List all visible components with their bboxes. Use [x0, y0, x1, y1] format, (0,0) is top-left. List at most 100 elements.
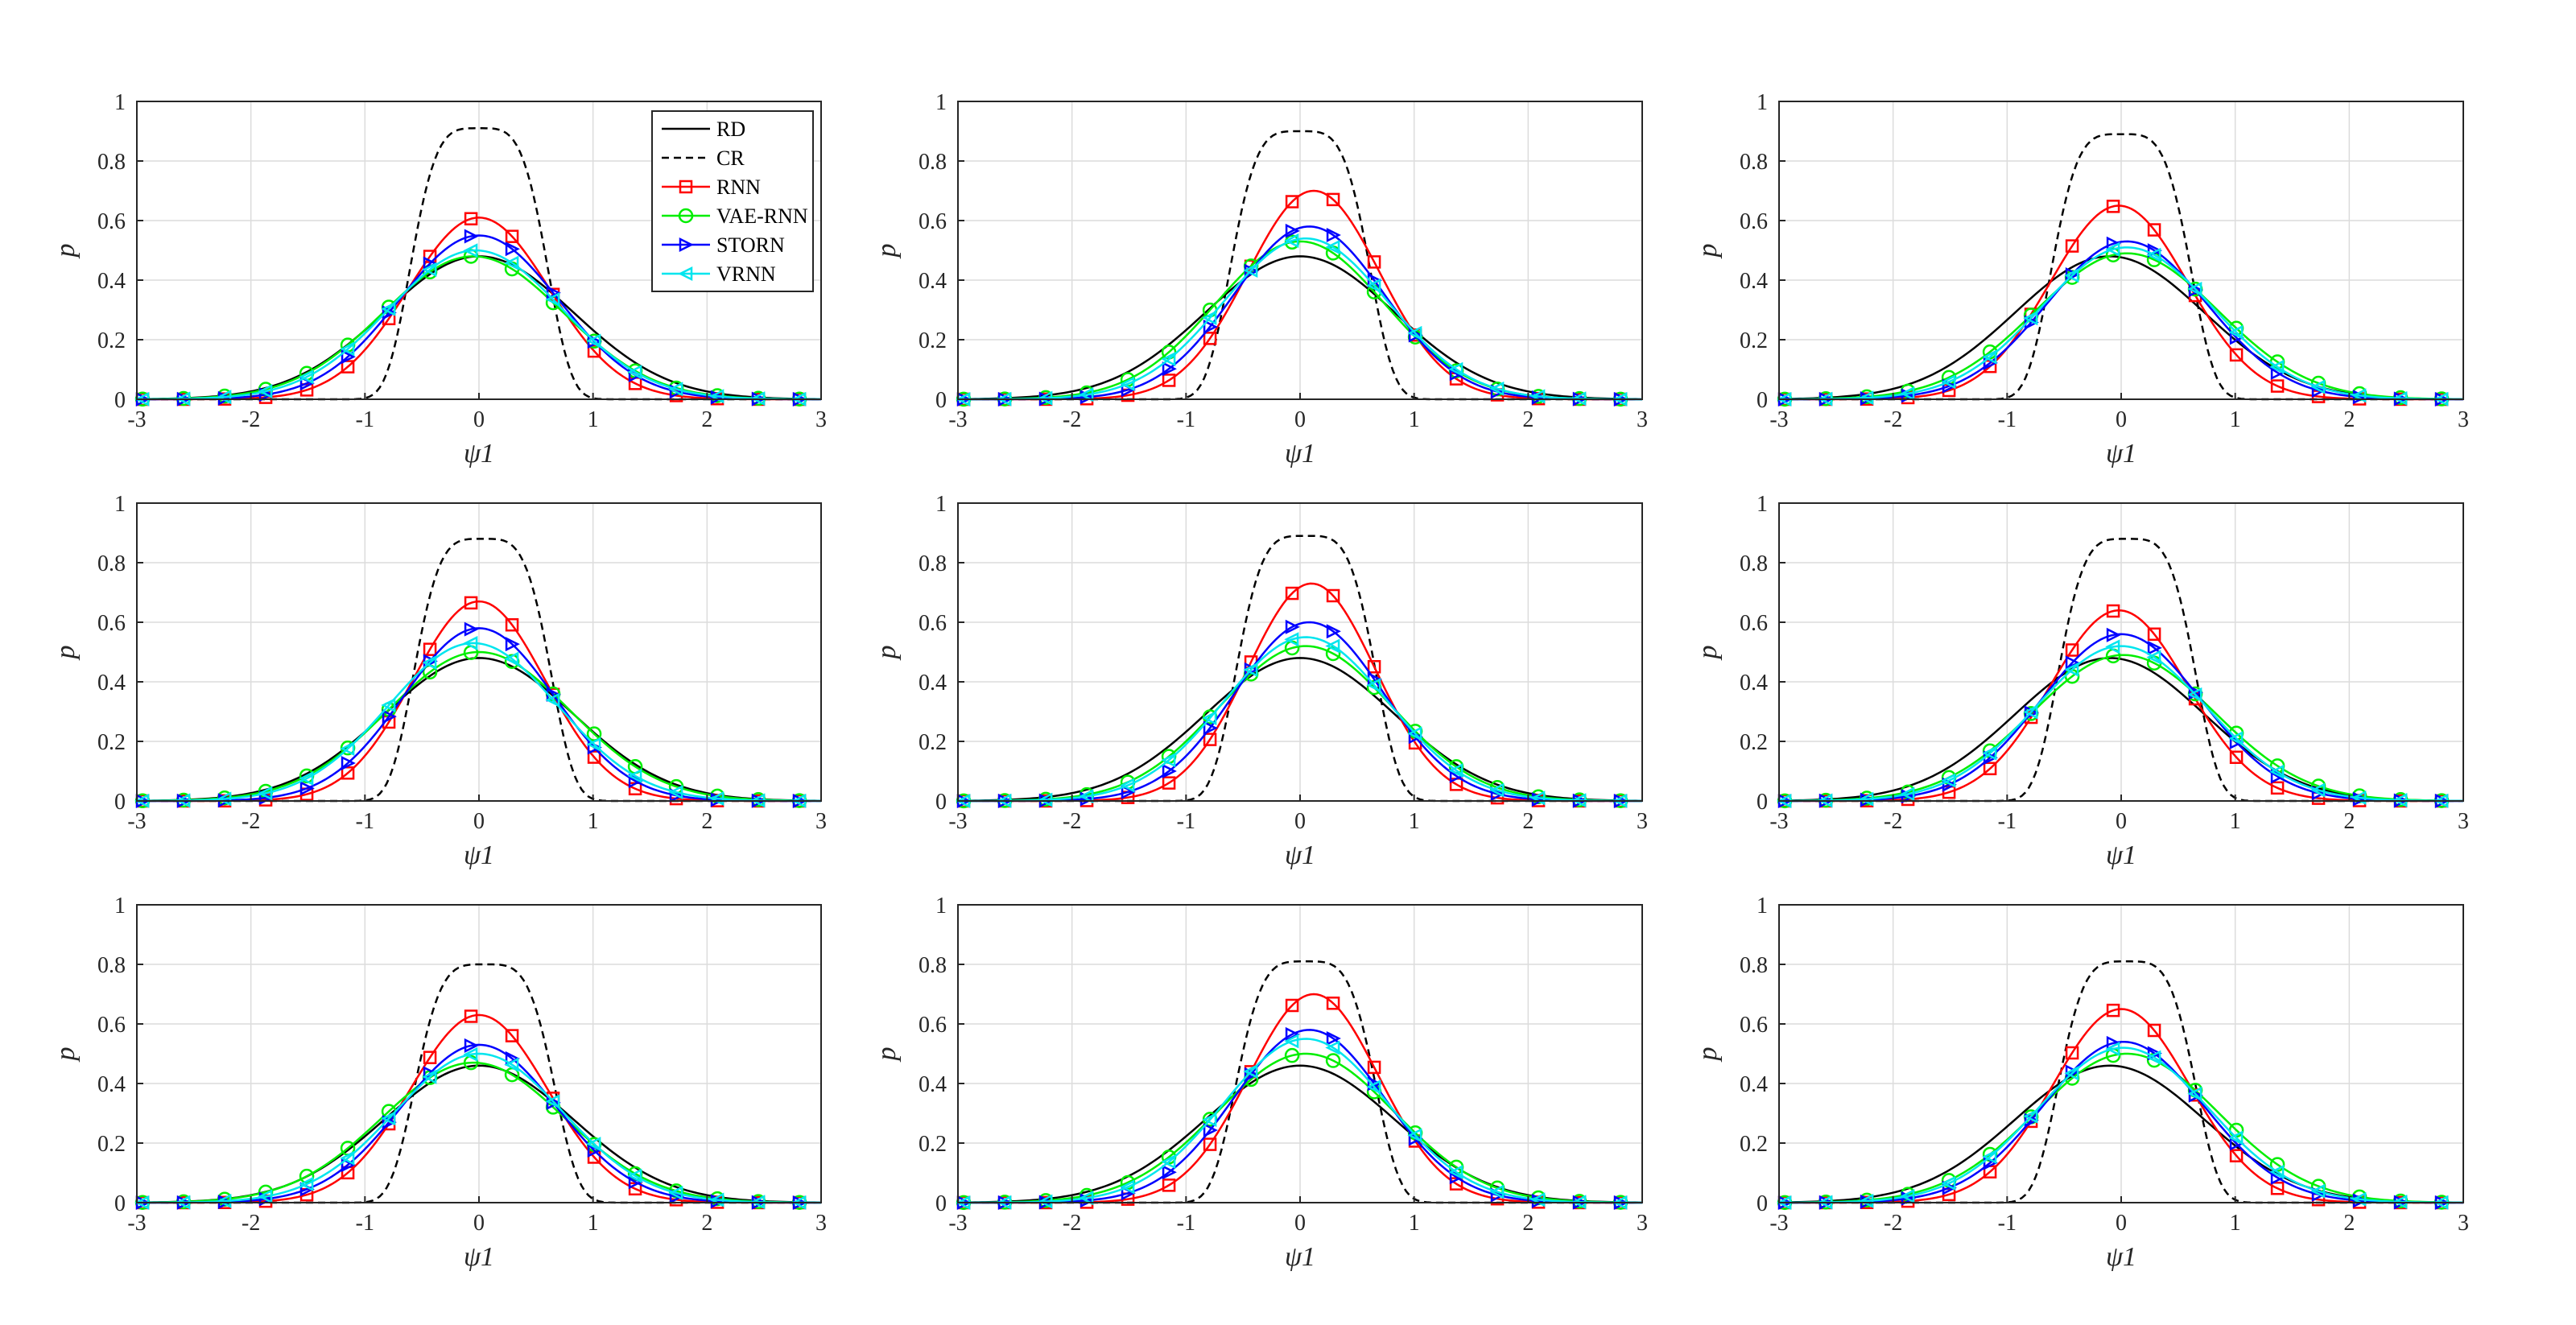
marker-vrnn [1366, 678, 1381, 693]
y-tick-label: 0.6 [1740, 611, 1768, 636]
y-axis-label: p [1693, 244, 1723, 259]
marker-vrnn [258, 1189, 273, 1204]
y-tick-label: 0.6 [1740, 1013, 1768, 1038]
y-tick-label: 0.6 [919, 1013, 947, 1038]
subplot-1: -3 -2 -1 0 1 2 3 0 0.2 0.4 0.6 0.8 1 ψ1 p RD CR RNN VAE-RN… [51, 90, 827, 468]
marker-rnn [2147, 1023, 2161, 1038]
marker-vrnn [340, 341, 355, 357]
y-tick-label: 0.6 [919, 611, 947, 636]
y-tick-label: 0 [935, 1191, 947, 1216]
y-tick-label: 0 [1757, 388, 1768, 413]
marker-vrnn [1900, 1188, 1915, 1203]
marker-vrnn [1120, 376, 1135, 391]
x-tick-label: 0 [473, 1211, 485, 1236]
marker-vrnn [545, 292, 560, 308]
legend-label-rd: RD [716, 118, 745, 141]
series-line-rd [957, 255, 1643, 400]
marker-rnn [1162, 776, 1176, 790]
y-tick-label: 0.4 [1740, 269, 1768, 294]
legend-label-cr: CR [716, 147, 745, 170]
y-axis-label: p [1693, 646, 1723, 661]
marker-vae-rnn [1284, 1047, 1300, 1063]
marker-vrnn [1325, 1040, 1340, 1055]
marker-storn [2024, 315, 2039, 330]
marker-vrnn [1038, 792, 1053, 807]
y-tick-label: 0.2 [919, 328, 947, 353]
marker-vrnn [627, 768, 642, 783]
marker-vrnn [1366, 278, 1381, 293]
series-line-rd [957, 657, 1643, 802]
marker-rnn [505, 617, 519, 632]
y-tick-label: 0 [935, 388, 947, 413]
x-tick-label: 2 [2343, 407, 2355, 432]
legend-marker-storn [679, 237, 694, 253]
y-tick-label: 1 [1757, 894, 1768, 918]
marker-storn [710, 792, 725, 807]
x-tick-label: -3 [1769, 809, 1788, 834]
x-tick-label: 2 [701, 809, 712, 834]
y-tick-label: 0.2 [97, 328, 126, 353]
marker-rnn [1326, 997, 1340, 1010]
y-tick-label: 0 [114, 1191, 126, 1216]
x-tick-label: 2 [1522, 809, 1534, 834]
marker-vrnn [1120, 1179, 1135, 1195]
y-tick-label: 1 [114, 90, 126, 115]
marker-rnn [1983, 762, 1997, 776]
x-axis-label: ψ1 [464, 439, 494, 468]
x-tick-label: 1 [1409, 1211, 1420, 1236]
y-axis-label: p [51, 646, 80, 661]
y-axis-label: p [872, 646, 902, 661]
marker-vae-rnn [299, 1168, 315, 1184]
legend-marker-vrnn [678, 266, 693, 282]
x-tick-label: -2 [1063, 809, 1081, 834]
marker-storn [710, 390, 725, 405]
x-tick-label: 2 [2343, 1211, 2355, 1236]
x-axis-label: ψ1 [1285, 1242, 1315, 1272]
x-tick-label: 3 [1637, 1211, 1648, 1236]
marker-vrnn [1243, 662, 1258, 678]
marker-vrnn [1941, 1175, 1956, 1191]
marker-vrnn [2064, 1066, 2079, 1081]
x-tick-label: 3 [2458, 1211, 2469, 1236]
marker-vrnn [1202, 310, 1217, 325]
x-tick-label: -1 [1998, 407, 2017, 432]
x-tick-label: -1 [1177, 1211, 1195, 1236]
marker-storn [1162, 1165, 1177, 1180]
marker-vrnn [2228, 1130, 2244, 1145]
marker-vrnn [1941, 773, 1956, 788]
x-axis-label: ψ1 [1285, 439, 1315, 468]
x-tick-label: -1 [356, 1211, 374, 1236]
marker-rnn [2270, 379, 2285, 393]
marker-vrnn [1489, 782, 1505, 798]
y-tick-label: 1 [114, 492, 126, 517]
y-tick-label: 1 [1757, 90, 1768, 115]
y-tick-label: 0 [1757, 790, 1768, 815]
y-tick-label: 1 [935, 894, 947, 918]
marker-vrnn [504, 255, 519, 270]
x-tick-label: 3 [815, 1211, 827, 1236]
marker-storn [2106, 627, 2121, 642]
x-tick-label: -2 [242, 809, 260, 834]
marker-vrnn [1325, 239, 1340, 255]
marker-vrnn [2228, 731, 2244, 746]
y-tick-label: 0.8 [919, 953, 947, 978]
marker-vrnn [1859, 390, 1874, 406]
marker-rnn [1162, 1178, 1176, 1192]
legend: RD CR RNN VAE-RNN STORN VRNN [651, 110, 814, 292]
x-tick-label: -3 [127, 407, 146, 432]
x-tick-label: -3 [127, 809, 146, 834]
marker-vrnn [1407, 726, 1422, 741]
marker-vrnn [668, 382, 683, 397]
marker-storn [1162, 763, 1177, 778]
marker-vrnn [586, 737, 601, 752]
marker-vrnn [2023, 704, 2038, 720]
marker-rnn [2270, 1182, 2285, 1195]
marker-vrnn [2064, 268, 2079, 283]
marker-vrnn [1161, 352, 1176, 367]
subplot-7: -3 -2 -1 0 1 2 3 0 0.2 0.4 0.6 0.8 1 ψ1 p [51, 894, 827, 1272]
marker-vrnn [1284, 632, 1299, 647]
x-tick-label: -2 [1063, 1211, 1081, 1236]
marker-vrnn [504, 651, 519, 667]
marker-vrnn [1366, 1079, 1381, 1095]
y-tick-label: 0.8 [97, 953, 126, 978]
